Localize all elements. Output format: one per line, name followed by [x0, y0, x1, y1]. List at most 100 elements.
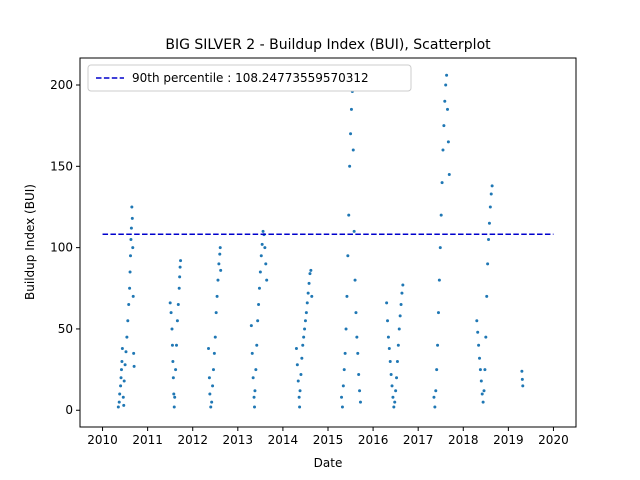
data-point: [297, 395, 301, 399]
data-point: [118, 392, 122, 396]
chart-title: BIG SILVER 2 - Buildup Index (BUI), Scat…: [165, 37, 491, 53]
data-point: [341, 384, 345, 388]
data-point: [252, 395, 256, 399]
data-point: [120, 359, 124, 363]
data-point: [172, 405, 176, 409]
x-tick-label: 2018: [448, 433, 479, 447]
data-point: [308, 272, 312, 276]
data-point: [347, 213, 351, 217]
data-point: [340, 395, 344, 399]
data-point: [128, 286, 132, 290]
y-tick-label: 100: [50, 241, 73, 255]
data-point: [219, 268, 223, 272]
data-point: [393, 400, 397, 404]
data-point: [217, 262, 221, 266]
data-point: [303, 327, 307, 331]
data-point: [177, 286, 181, 290]
data-point: [250, 351, 254, 355]
data-point: [476, 330, 480, 334]
data-point: [344, 327, 348, 331]
x-tick-label: 2020: [538, 433, 569, 447]
y-tick-label: 0: [65, 403, 73, 417]
data-point: [209, 405, 213, 409]
data-point: [120, 346, 124, 350]
data-point: [129, 237, 133, 241]
data-point: [484, 335, 488, 339]
data-point: [357, 372, 361, 376]
data-point: [438, 246, 442, 250]
data-point: [257, 303, 261, 307]
data-point: [179, 259, 183, 263]
data-point: [116, 405, 120, 409]
data-point: [391, 395, 395, 399]
data-point: [434, 389, 438, 393]
data-point: [348, 164, 352, 168]
data-point: [479, 379, 483, 383]
data-point: [213, 335, 217, 339]
data-point: [256, 319, 260, 323]
data-point: [208, 392, 212, 396]
data-point: [132, 364, 136, 368]
data-point: [214, 311, 218, 315]
data-point: [169, 311, 173, 315]
data-point: [520, 377, 524, 381]
data-point: [351, 148, 355, 152]
data-point: [171, 376, 175, 380]
data-point: [255, 343, 259, 347]
data-point: [301, 343, 305, 347]
data-point: [254, 368, 258, 372]
data-point: [353, 278, 357, 282]
data-point: [440, 181, 444, 185]
data-point: [124, 350, 128, 354]
data-point: [129, 254, 132, 258]
y-tick-label: 50: [58, 322, 73, 336]
data-point: [521, 384, 525, 388]
data-point: [436, 343, 440, 347]
data-point: [119, 376, 123, 380]
data-point: [131, 246, 135, 250]
data-point: [437, 278, 441, 282]
data-point: [174, 368, 178, 372]
y-tick-label: 200: [50, 78, 73, 92]
data-point: [212, 351, 216, 355]
data-point: [306, 291, 310, 295]
data-point: [170, 327, 174, 331]
x-tick-label: 2017: [403, 433, 434, 447]
data-point: [395, 376, 399, 380]
data-point: [433, 405, 437, 409]
data-point: [444, 83, 448, 87]
data-point: [389, 372, 393, 376]
data-point: [485, 294, 489, 298]
data-point: [265, 278, 269, 282]
legend-label: 90th percentile : 108.24773559570312: [132, 71, 369, 85]
data-point: [401, 283, 405, 287]
data-point: [309, 268, 313, 272]
data-point: [481, 400, 485, 404]
data-point: [261, 229, 265, 233]
data-point: [130, 205, 134, 209]
data-point: [253, 389, 257, 393]
data-point: [399, 303, 403, 307]
data-point: [482, 389, 486, 393]
data-point: [122, 379, 126, 383]
data-point: [132, 351, 136, 355]
data-point: [131, 294, 135, 298]
data-point: [251, 376, 255, 380]
data-point: [174, 343, 178, 347]
data-point: [218, 252, 222, 256]
y-axis-label: Buildup Index (BUI): [23, 184, 37, 300]
data-point: [486, 262, 490, 266]
data-point: [128, 270, 132, 274]
data-point: [392, 405, 396, 409]
data-point: [343, 351, 347, 355]
data-point: [386, 319, 390, 323]
data-point: [445, 73, 449, 77]
x-tick-label: 2013: [223, 433, 254, 447]
data-point: [447, 172, 451, 176]
data-point: [352, 229, 356, 233]
data-point: [520, 369, 524, 373]
data-point: [170, 343, 174, 347]
data-point: [305, 301, 309, 305]
data-point: [210, 400, 214, 404]
data-point: [387, 346, 391, 350]
